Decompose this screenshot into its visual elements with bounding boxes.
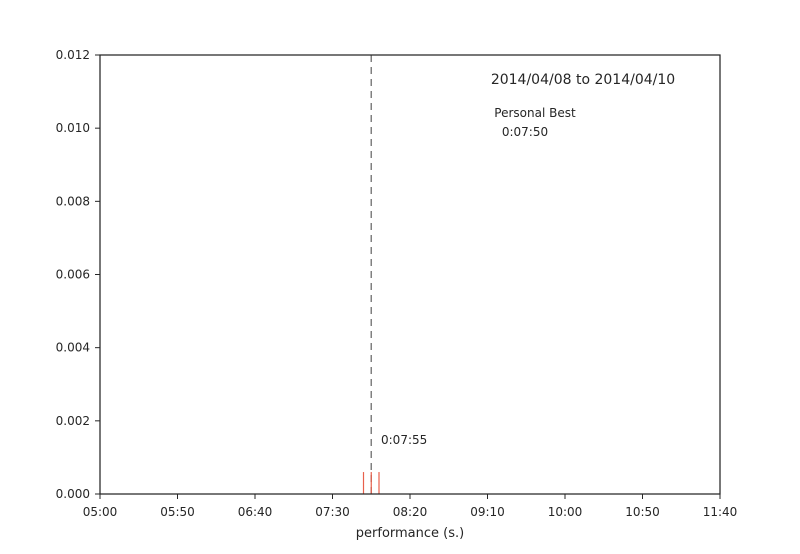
x-tick-label: 11:40 bbox=[703, 505, 738, 519]
personal-best-value: 0:07:50 bbox=[502, 125, 548, 139]
y-tick-label: 0.004 bbox=[56, 341, 90, 355]
chart-title: 2014/04/08 to 2014/04/10 bbox=[491, 72, 675, 88]
y-tick-label: 0.010 bbox=[56, 121, 90, 135]
x-axis-label: performance (s.) bbox=[356, 526, 464, 541]
plot-frame bbox=[99, 54, 721, 495]
vline-value-label: 0:07:55 bbox=[381, 433, 427, 447]
y-tick-label: 0.002 bbox=[56, 414, 90, 428]
x-tick-label: 10:00 bbox=[548, 505, 583, 519]
y-tick-label: 0.000 bbox=[56, 487, 90, 501]
marks-layer bbox=[362, 55, 380, 494]
y-tick-label: 0.008 bbox=[56, 194, 90, 208]
x-tick-label: 09:10 bbox=[470, 505, 505, 519]
personal-best-label: Personal Best bbox=[494, 106, 576, 120]
y-tick-label: 0.006 bbox=[56, 268, 90, 282]
x-tick-label: 10:50 bbox=[625, 505, 660, 519]
x-tick-label: 05:00 bbox=[83, 505, 118, 519]
x-tick-label: 08:20 bbox=[393, 505, 428, 519]
x-tick-label: 07:30 bbox=[315, 505, 350, 519]
y-tick-label: 0.012 bbox=[56, 48, 90, 62]
ticks-layer: 05:00 05:50 06:40 07:30 08:20 09:10 10:00 10:50… bbox=[56, 48, 738, 519]
x-tick-label: 05:50 bbox=[160, 505, 195, 519]
x-tick-label: 06:40 bbox=[238, 505, 273, 519]
